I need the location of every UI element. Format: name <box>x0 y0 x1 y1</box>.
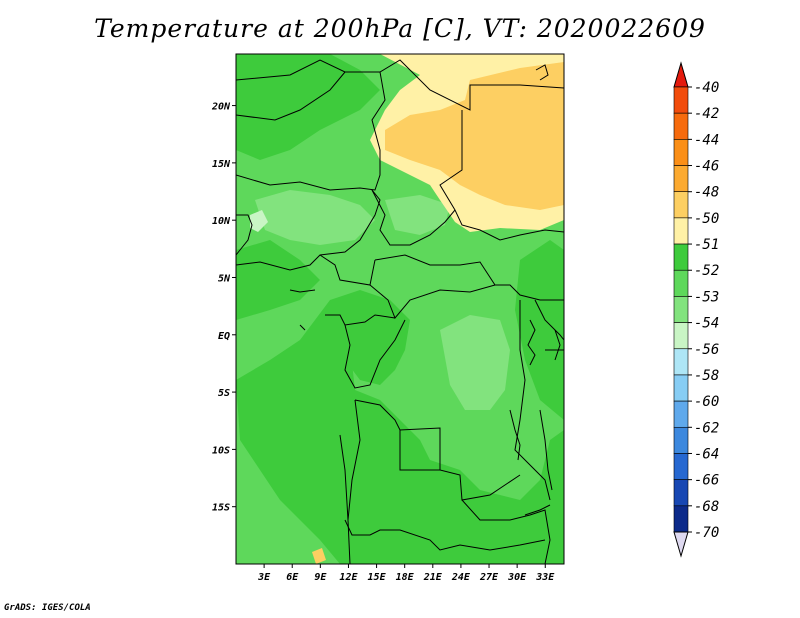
colorbar-swatch <box>673 426 689 454</box>
colorbar-label: -66 <box>694 473 719 489</box>
colorbar-label: -51 <box>694 237 719 253</box>
colorbar-label: -68 <box>694 499 719 515</box>
colorbar-swatch <box>673 374 689 402</box>
contour-region-minus52-northwest <box>236 54 380 160</box>
colorbar: -40 -42 -44 -46 -48 -50 -51 -52 -53 -54 -56 -58 -60 -… <box>673 61 719 558</box>
contour-region-minus54-drc <box>440 315 510 410</box>
contour-region-minus50 <box>385 62 564 210</box>
contour-region-minus56-pocket <box>250 210 268 232</box>
contour-region-minus54-nigeria <box>255 190 375 245</box>
colorbar-swatch <box>673 479 689 507</box>
contour-region-minus52-congo <box>300 290 410 385</box>
colorbar-swatch <box>673 269 689 297</box>
colorbar-swatch <box>673 86 689 114</box>
map-title: Temperature at 200hPa [C], VT: 202002260… <box>94 14 706 43</box>
lon-tick-label: 9E <box>314 572 327 583</box>
lon-tick-label: 12E <box>339 572 358 583</box>
lat-tick-label: EQ <box>218 331 230 342</box>
lat-tick-label: 5N <box>218 273 231 284</box>
colorbar-swatch <box>673 139 689 166</box>
lat-tick-label: 10S <box>212 445 230 456</box>
colorbar-swatch <box>673 505 689 533</box>
colorbar-label: -48 <box>694 185 719 201</box>
contour-region-minus50-small <box>312 548 326 564</box>
colorbar-swatch <box>673 165 689 193</box>
colorbar-swatch <box>673 243 689 271</box>
colorbar-top-arrow <box>673 61 689 88</box>
colorbar-label: -50 <box>694 211 719 227</box>
lat-tick-label: 15N <box>212 159 231 170</box>
colorbar-label: -52 <box>694 263 719 279</box>
colorbar-label: -44 <box>694 132 719 148</box>
colorbar-label: -62 <box>694 420 719 436</box>
lon-tick-label: 27E <box>479 572 499 583</box>
lon-tick-label: 21E <box>423 572 443 583</box>
colorbar-swatch <box>673 322 689 350</box>
colorbar-swatch <box>673 191 689 219</box>
lat-tick-label: 5S <box>218 388 230 399</box>
lon-tick-label: 3E <box>257 572 271 583</box>
lon-tick-label: 6E <box>286 572 299 583</box>
map-frame <box>235 53 565 565</box>
colorbar-label: -54 <box>694 316 719 332</box>
temperature-field <box>236 54 564 564</box>
lon-tick-label: 30E <box>507 572 527 583</box>
lat-tick-label: 20N <box>211 102 231 113</box>
lon-tick-label: 18E <box>396 572 415 583</box>
colorbar-label: -70 <box>694 525 719 541</box>
latitude-axis: 20N 15N 10N 5N EQ 5S 10S 15S <box>211 102 236 514</box>
grads-credit: GrADS: IGES/COLA <box>4 603 91 613</box>
colorbar-swatch <box>673 296 689 323</box>
colorbar-swatch <box>673 400 689 428</box>
colorbar-label: -46 <box>694 159 719 175</box>
colorbar-swatch <box>673 453 689 480</box>
colorbar-swatch <box>673 348 689 376</box>
colorbar-label: -40 <box>694 80 719 96</box>
longitude-axis: 3E 6E 9E 12E 15E 18E 21E 24E 27E 30E 33E <box>257 564 555 583</box>
contour-region-minus52-east <box>515 240 564 420</box>
country-borders <box>236 59 564 564</box>
lat-tick-label: 10N <box>212 216 231 227</box>
lon-tick-label: 24E <box>451 572 471 583</box>
colorbar-label: -56 <box>694 342 719 358</box>
colorbar-bottom-arrow <box>673 531 689 558</box>
colorbar-swatch <box>673 112 689 140</box>
colorbar-label: -53 <box>694 289 719 305</box>
contour-region-minus52-west <box>236 240 320 320</box>
colorbar-swatch <box>673 217 689 245</box>
colorbar-label: -64 <box>694 446 719 462</box>
colorbar-label: -58 <box>694 368 719 384</box>
lon-tick-label: 33E <box>535 572 555 583</box>
colorbar-label: -42 <box>694 106 719 122</box>
colorbar-label: -60 <box>694 394 719 410</box>
lon-tick-label: 15E <box>368 572 387 583</box>
contour-region-minus54-chad <box>385 195 450 235</box>
lat-tick-label: 15S <box>212 503 230 514</box>
